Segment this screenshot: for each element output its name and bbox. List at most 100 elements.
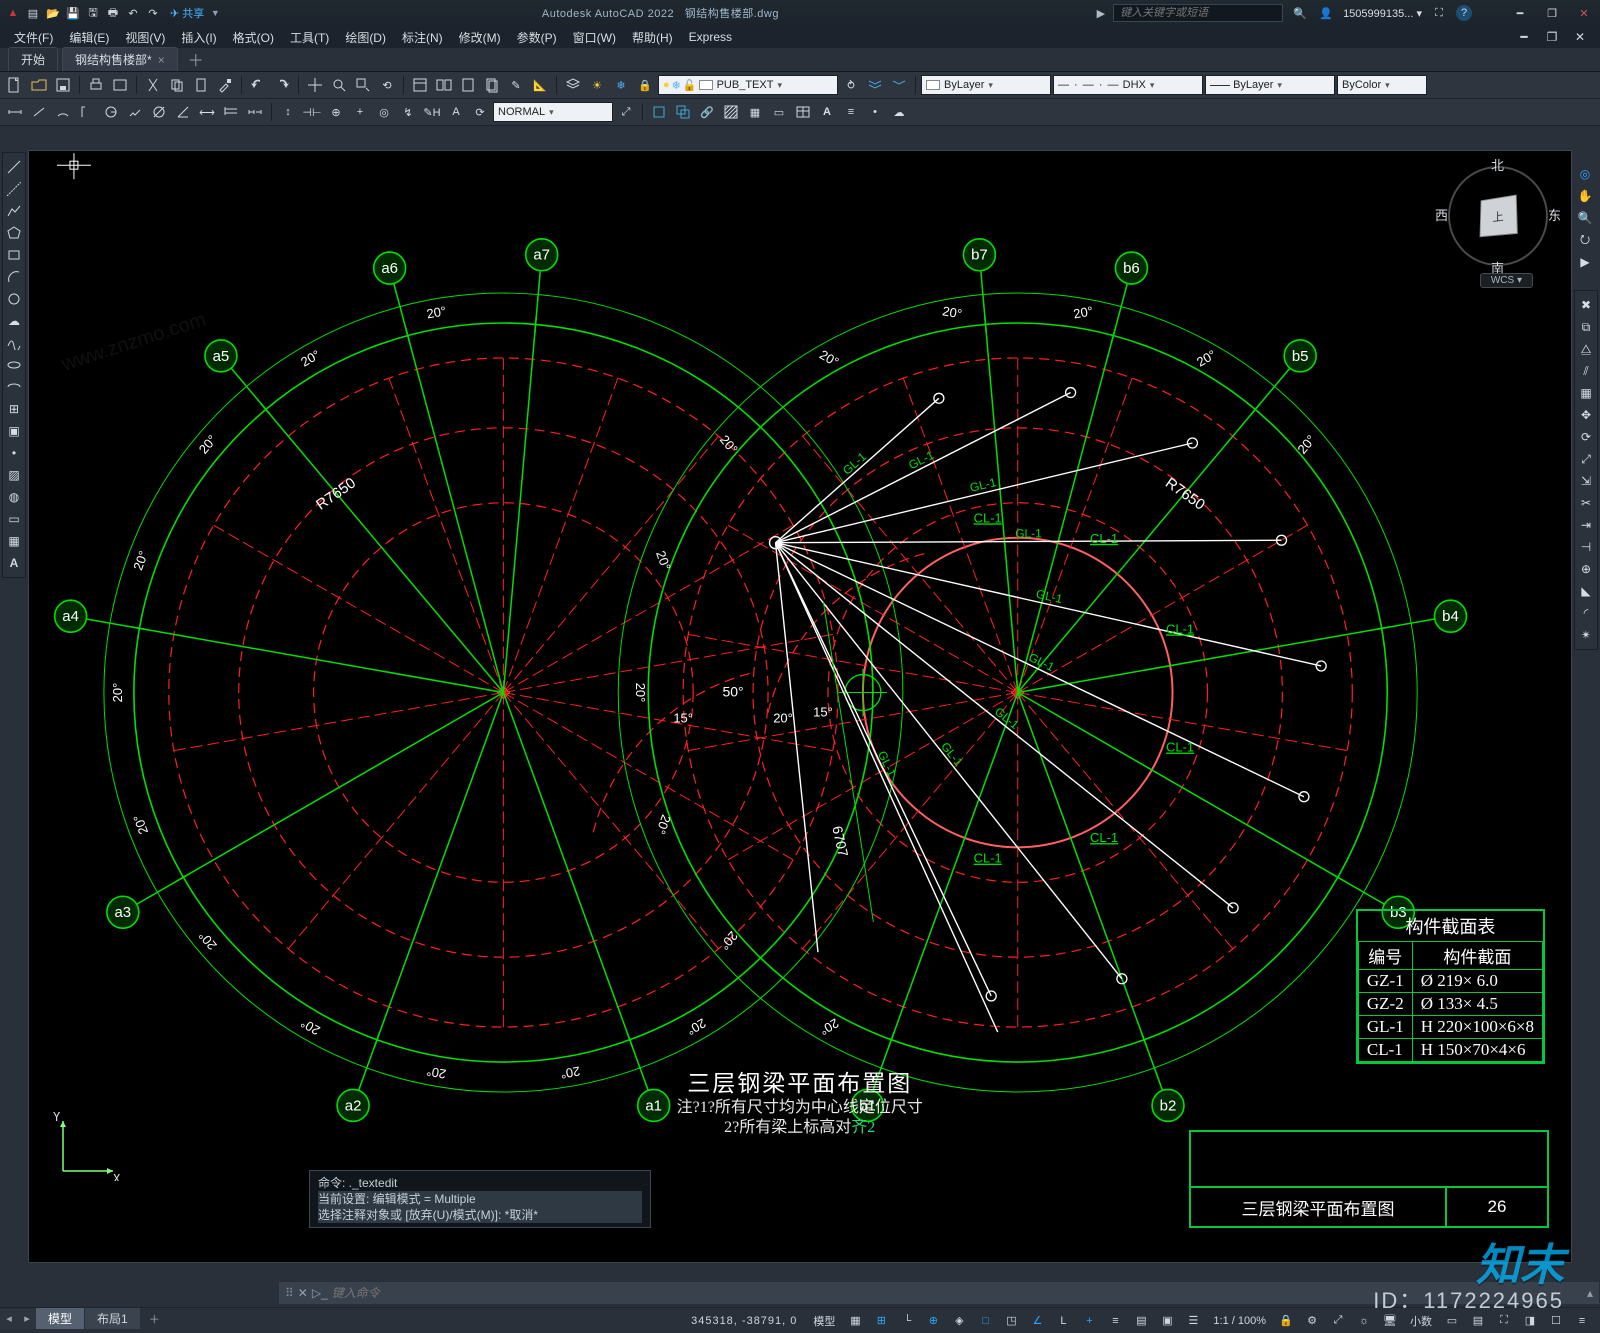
dim-continue-icon[interactable] — [244, 101, 266, 123]
menu-param[interactable]: 参数(P) — [511, 28, 563, 47]
dim-update-icon[interactable]: ⟳ — [469, 101, 491, 123]
status-tpy-icon[interactable]: ▤ — [1129, 1311, 1153, 1331]
tool-zoomwin-icon[interactable] — [352, 74, 374, 96]
dim-inspect-icon[interactable]: ◎ — [373, 101, 395, 123]
tab-model[interactable]: 模型 — [36, 1308, 85, 1329]
steering-wheel-icon[interactable]: ◎ — [1575, 164, 1595, 184]
layout-add-button[interactable]: ＋ — [141, 1309, 168, 1329]
point-icon[interactable]: • — [864, 101, 886, 123]
color-combo[interactable]: ByLayer▾ — [921, 75, 1051, 95]
status-gear-icon[interactable]: ⚙ — [1300, 1311, 1324, 1331]
scale-tool-icon[interactable]: ⤢ — [1576, 449, 1596, 469]
viewcube-w[interactable]: 西 — [1435, 205, 1448, 224]
menu-help[interactable]: 帮助(H) — [626, 28, 679, 47]
tool-undo-icon[interactable] — [247, 74, 269, 96]
layerprops-icon[interactable] — [562, 74, 584, 96]
tool-zoom-icon[interactable] — [328, 74, 350, 96]
mirror-tool-icon[interactable]: ⧋ — [1576, 339, 1596, 359]
tool-new-icon[interactable] — [4, 74, 26, 96]
erase-tool-icon[interactable]: ✖ — [1576, 295, 1596, 315]
window-restore-button[interactable]: ❐ — [1540, 7, 1564, 20]
tab-start[interactable]: 开始 — [8, 47, 58, 71]
dim-jog-icon[interactable] — [124, 101, 146, 123]
mline-icon[interactable]: ≡ — [840, 101, 862, 123]
stretch-tool-icon[interactable]: ⇲ — [1576, 471, 1596, 491]
tool-designcenter-icon[interactable] — [433, 74, 455, 96]
lineweight-combo[interactable]: ByLayer▾ — [1205, 75, 1335, 95]
doc-minimize-button[interactable]: ━ — [1512, 29, 1536, 45]
join-tool-icon[interactable]: ⊕ — [1576, 559, 1596, 579]
app-logo-icon[interactable]: ▲ — [4, 4, 22, 22]
menu-view[interactable]: 视图(V) — [119, 28, 171, 47]
tool-paste-icon[interactable] — [190, 74, 212, 96]
break-tool-icon[interactable]: ⊣ — [1576, 537, 1596, 557]
status-iso-icon[interactable]: ◈ — [947, 1311, 971, 1331]
share-button[interactable]: ✈ 共享 — [170, 5, 204, 21]
gradient-icon[interactable]: ▦ — [744, 101, 766, 123]
showmotion-icon[interactable]: ▶ — [1575, 252, 1595, 272]
orbit-icon[interactable]: ⭮ — [1575, 230, 1595, 250]
dim-arc-icon[interactable] — [52, 101, 74, 123]
tool-open-icon[interactable] — [28, 74, 50, 96]
tool-pan-icon[interactable] — [304, 74, 326, 96]
rectangle-tool-icon[interactable] — [4, 245, 24, 265]
tab-active-document[interactable]: 钢结构售楼部*× — [62, 47, 178, 71]
help-search-input[interactable] — [1113, 4, 1283, 22]
block-tool-icon[interactable]: ▣ — [4, 421, 24, 441]
ellipsearc-tool-icon[interactable] — [4, 377, 24, 397]
tool-toolpalette-icon[interactable] — [457, 74, 479, 96]
trim-tool-icon[interactable]: ✂ — [1576, 493, 1596, 513]
dim-aligned-icon[interactable] — [28, 101, 50, 123]
tool-copy-icon[interactable] — [166, 74, 188, 96]
doc-close-button[interactable]: ✕ — [1568, 29, 1592, 45]
polygon-tool-icon[interactable] — [4, 223, 24, 243]
qat-dropdown-icon[interactable]: ▼ — [206, 4, 224, 22]
dim-angular-icon[interactable] — [172, 101, 194, 123]
tool-preview-icon[interactable] — [109, 74, 131, 96]
status-dyn-icon[interactable]: + — [1077, 1311, 1101, 1331]
dim-baseline-icon[interactable] — [220, 101, 242, 123]
tool-markup-icon[interactable]: ✎ — [505, 74, 527, 96]
insert-block-icon[interactable] — [648, 101, 670, 123]
move-tool-icon[interactable]: ✥ — [1576, 405, 1596, 425]
drawing-canvas[interactable]: a1a2a3a4a5a6a7b1b2b3b4b5b6b720°20°20°20°… — [28, 150, 1572, 1263]
tool-sheetset-icon[interactable] — [481, 74, 503, 96]
qat-save-icon[interactable]: 💾 — [64, 4, 82, 22]
layout-nav-next[interactable]: ▸ — [18, 1309, 36, 1329]
offset-tool-icon[interactable]: ⫽ — [1576, 361, 1596, 381]
window-close-button[interactable]: ✕ — [1572, 7, 1596, 20]
dim-ord-icon[interactable] — [76, 101, 98, 123]
menu-modify[interactable]: 修改(M) — [453, 28, 507, 47]
tool-zoomprev-icon[interactable]: ⟲ — [376, 74, 398, 96]
help-icon[interactable]: ? — [1456, 5, 1472, 21]
dim-linear-icon[interactable] — [4, 101, 26, 123]
dim-joglin-icon[interactable]: ↯ — [397, 101, 419, 123]
qat-plot-icon[interactable]: 🖶 — [104, 4, 122, 22]
arc-tool-icon[interactable] — [4, 267, 24, 287]
tool-redo-icon[interactable] — [271, 74, 293, 96]
revcloud-tool-icon[interactable]: ☁ — [4, 311, 24, 331]
tab-new-button[interactable]: ＋ — [182, 47, 210, 71]
layer-iso-icon[interactable] — [888, 74, 910, 96]
viewcube-n[interactable]: 北 — [1491, 155, 1504, 174]
tab-close-icon[interactable]: × — [158, 53, 165, 67]
wcs-badge[interactable]: WCS ▾ — [1480, 273, 1533, 288]
dim-break-icon[interactable]: ⊣⊢ — [301, 101, 323, 123]
tool-save-icon[interactable] — [52, 74, 74, 96]
status-scale[interactable]: 1:1 / 100% — [1207, 1315, 1272, 1327]
viewcube[interactable]: 上 北 南 西 东 — [1443, 161, 1553, 271]
line-tool-icon[interactable] — [4, 157, 24, 177]
status-ducs-icon[interactable]: L — [1051, 1311, 1075, 1331]
menu-express[interactable]: Express — [683, 29, 738, 45]
mtext-icon[interactable]: A — [816, 101, 838, 123]
signin-icon[interactable]: 👤 — [1317, 4, 1335, 22]
copy-tool-icon[interactable]: ⧉ — [1576, 317, 1596, 337]
linetype-combo[interactable]: — · — · — DHX▾ — [1053, 75, 1203, 95]
xline-tool-icon[interactable] — [4, 179, 24, 199]
layer-lock-icon[interactable]: 🔒 — [634, 74, 656, 96]
menu-dim[interactable]: 标注(N) — [396, 28, 449, 47]
qat-undo-icon[interactable]: ↶ — [124, 4, 142, 22]
qat-open-icon[interactable]: 📂 — [44, 4, 62, 22]
dimstyle-icon[interactable]: ⤢ — [615, 101, 637, 123]
status-model[interactable]: 模型 — [807, 1313, 841, 1329]
